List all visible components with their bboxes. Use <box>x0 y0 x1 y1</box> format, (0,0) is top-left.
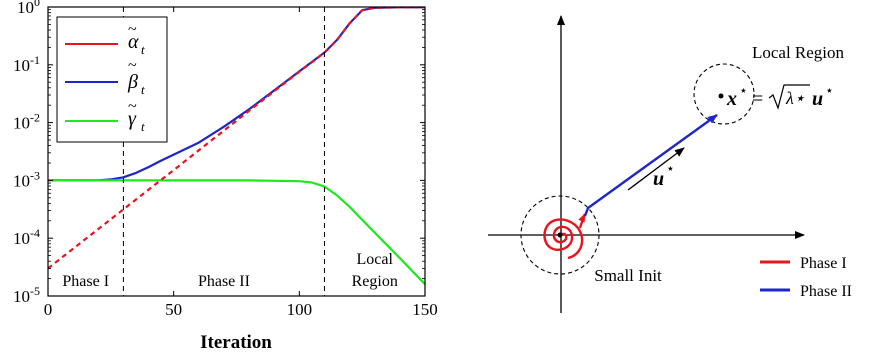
region-labels: Phase I Phase II Local Region <box>62 251 397 290</box>
eq-x: x <box>726 88 737 110</box>
region-label: Local <box>357 251 394 268</box>
plot-frame <box>47 6 426 297</box>
y-tick-label: 10-1 <box>13 53 40 75</box>
direction-label-star: ⋆ <box>666 162 675 177</box>
origin-dot <box>557 232 563 238</box>
eq-u: u <box>812 88 823 110</box>
series-line-beta <box>48 7 425 182</box>
chart-legend: α ~ t β ~ t γ ~ t <box>56 16 168 143</box>
x-axis-label: Iteration <box>200 332 272 353</box>
legend-label-beta: β <box>127 71 138 93</box>
tilde-icon: ~ <box>128 21 137 38</box>
legend-sub-t: t <box>141 119 145 134</box>
phase-diagram: u ⋆ x ⋆ = λ⋆ u ⋆ Local Region Small Init… <box>488 15 852 313</box>
legend-item-beta: β ~ t <box>65 57 145 97</box>
x-tick-label: 0 <box>44 300 53 319</box>
legend-label-gamma: γ <box>128 108 137 130</box>
phase-two-path <box>583 114 718 217</box>
x-tick-label: 150 <box>412 300 438 319</box>
equation-label: x ⋆ = λ⋆ u ⋆ <box>726 84 834 110</box>
iteration-log-chart: 0 50 100 150 100 10-1 10-2 10-3 10-4 10-5 Phase I… <box>13 0 438 353</box>
direction-label: u ⋆ <box>653 162 675 190</box>
small-init-label: Small Init <box>594 266 662 285</box>
legend-label-phase-one: Phase I <box>800 255 847 272</box>
legend-box <box>56 16 168 143</box>
tilde-icon: ~ <box>128 57 137 74</box>
axis-ticks: 0 50 100 150 100 10-1 10-2 10-3 10-4 10-5 <box>13 0 438 319</box>
local-region-circle <box>693 63 755 125</box>
eq-equals: = <box>752 88 763 110</box>
series-line-gamma <box>48 179 425 285</box>
legend-label-phase-two: Phase II <box>800 283 852 300</box>
series-line-alpha <box>48 7 425 270</box>
small-init-circle <box>520 195 600 275</box>
legend-item-alpha: α ~ t <box>65 21 145 57</box>
y-tick-label: 10-5 <box>13 284 40 306</box>
x-tick-label: 50 <box>165 300 182 319</box>
region-label: Phase II <box>198 273 250 290</box>
legend-label-alpha: α <box>128 31 139 53</box>
eq-u-star: ⋆ <box>825 84 834 99</box>
direction-label-u: u <box>653 168 664 190</box>
local-region-label: Local Region <box>752 43 845 62</box>
legend-sub-t: t <box>141 42 145 57</box>
region-label: Phase I <box>62 273 109 290</box>
region-label: Region <box>352 273 398 290</box>
x-star-dot <box>718 93 724 99</box>
diagram-legend: Phase I Phase II <box>760 255 852 300</box>
tilde-icon: ~ <box>128 98 137 115</box>
series-layer <box>48 7 425 285</box>
legend-item-gamma: γ ~ t <box>65 98 145 134</box>
y-tick-label: 10-3 <box>13 168 40 190</box>
y-tick-label: 10-4 <box>13 226 40 248</box>
legend-sub-t: t <box>141 82 145 97</box>
y-tick-label: 10-2 <box>13 111 40 133</box>
y-tick-label: 100 <box>17 0 40 17</box>
phase-one-spiral <box>543 218 584 260</box>
eq-lambda-star: λ⋆ <box>785 88 805 108</box>
sqrt-icon <box>768 84 810 110</box>
direction-arrow <box>627 147 685 191</box>
eq-x-star: ⋆ <box>739 84 748 99</box>
phase-one-arrow <box>578 213 587 229</box>
x-tick-label: 100 <box>287 300 313 319</box>
